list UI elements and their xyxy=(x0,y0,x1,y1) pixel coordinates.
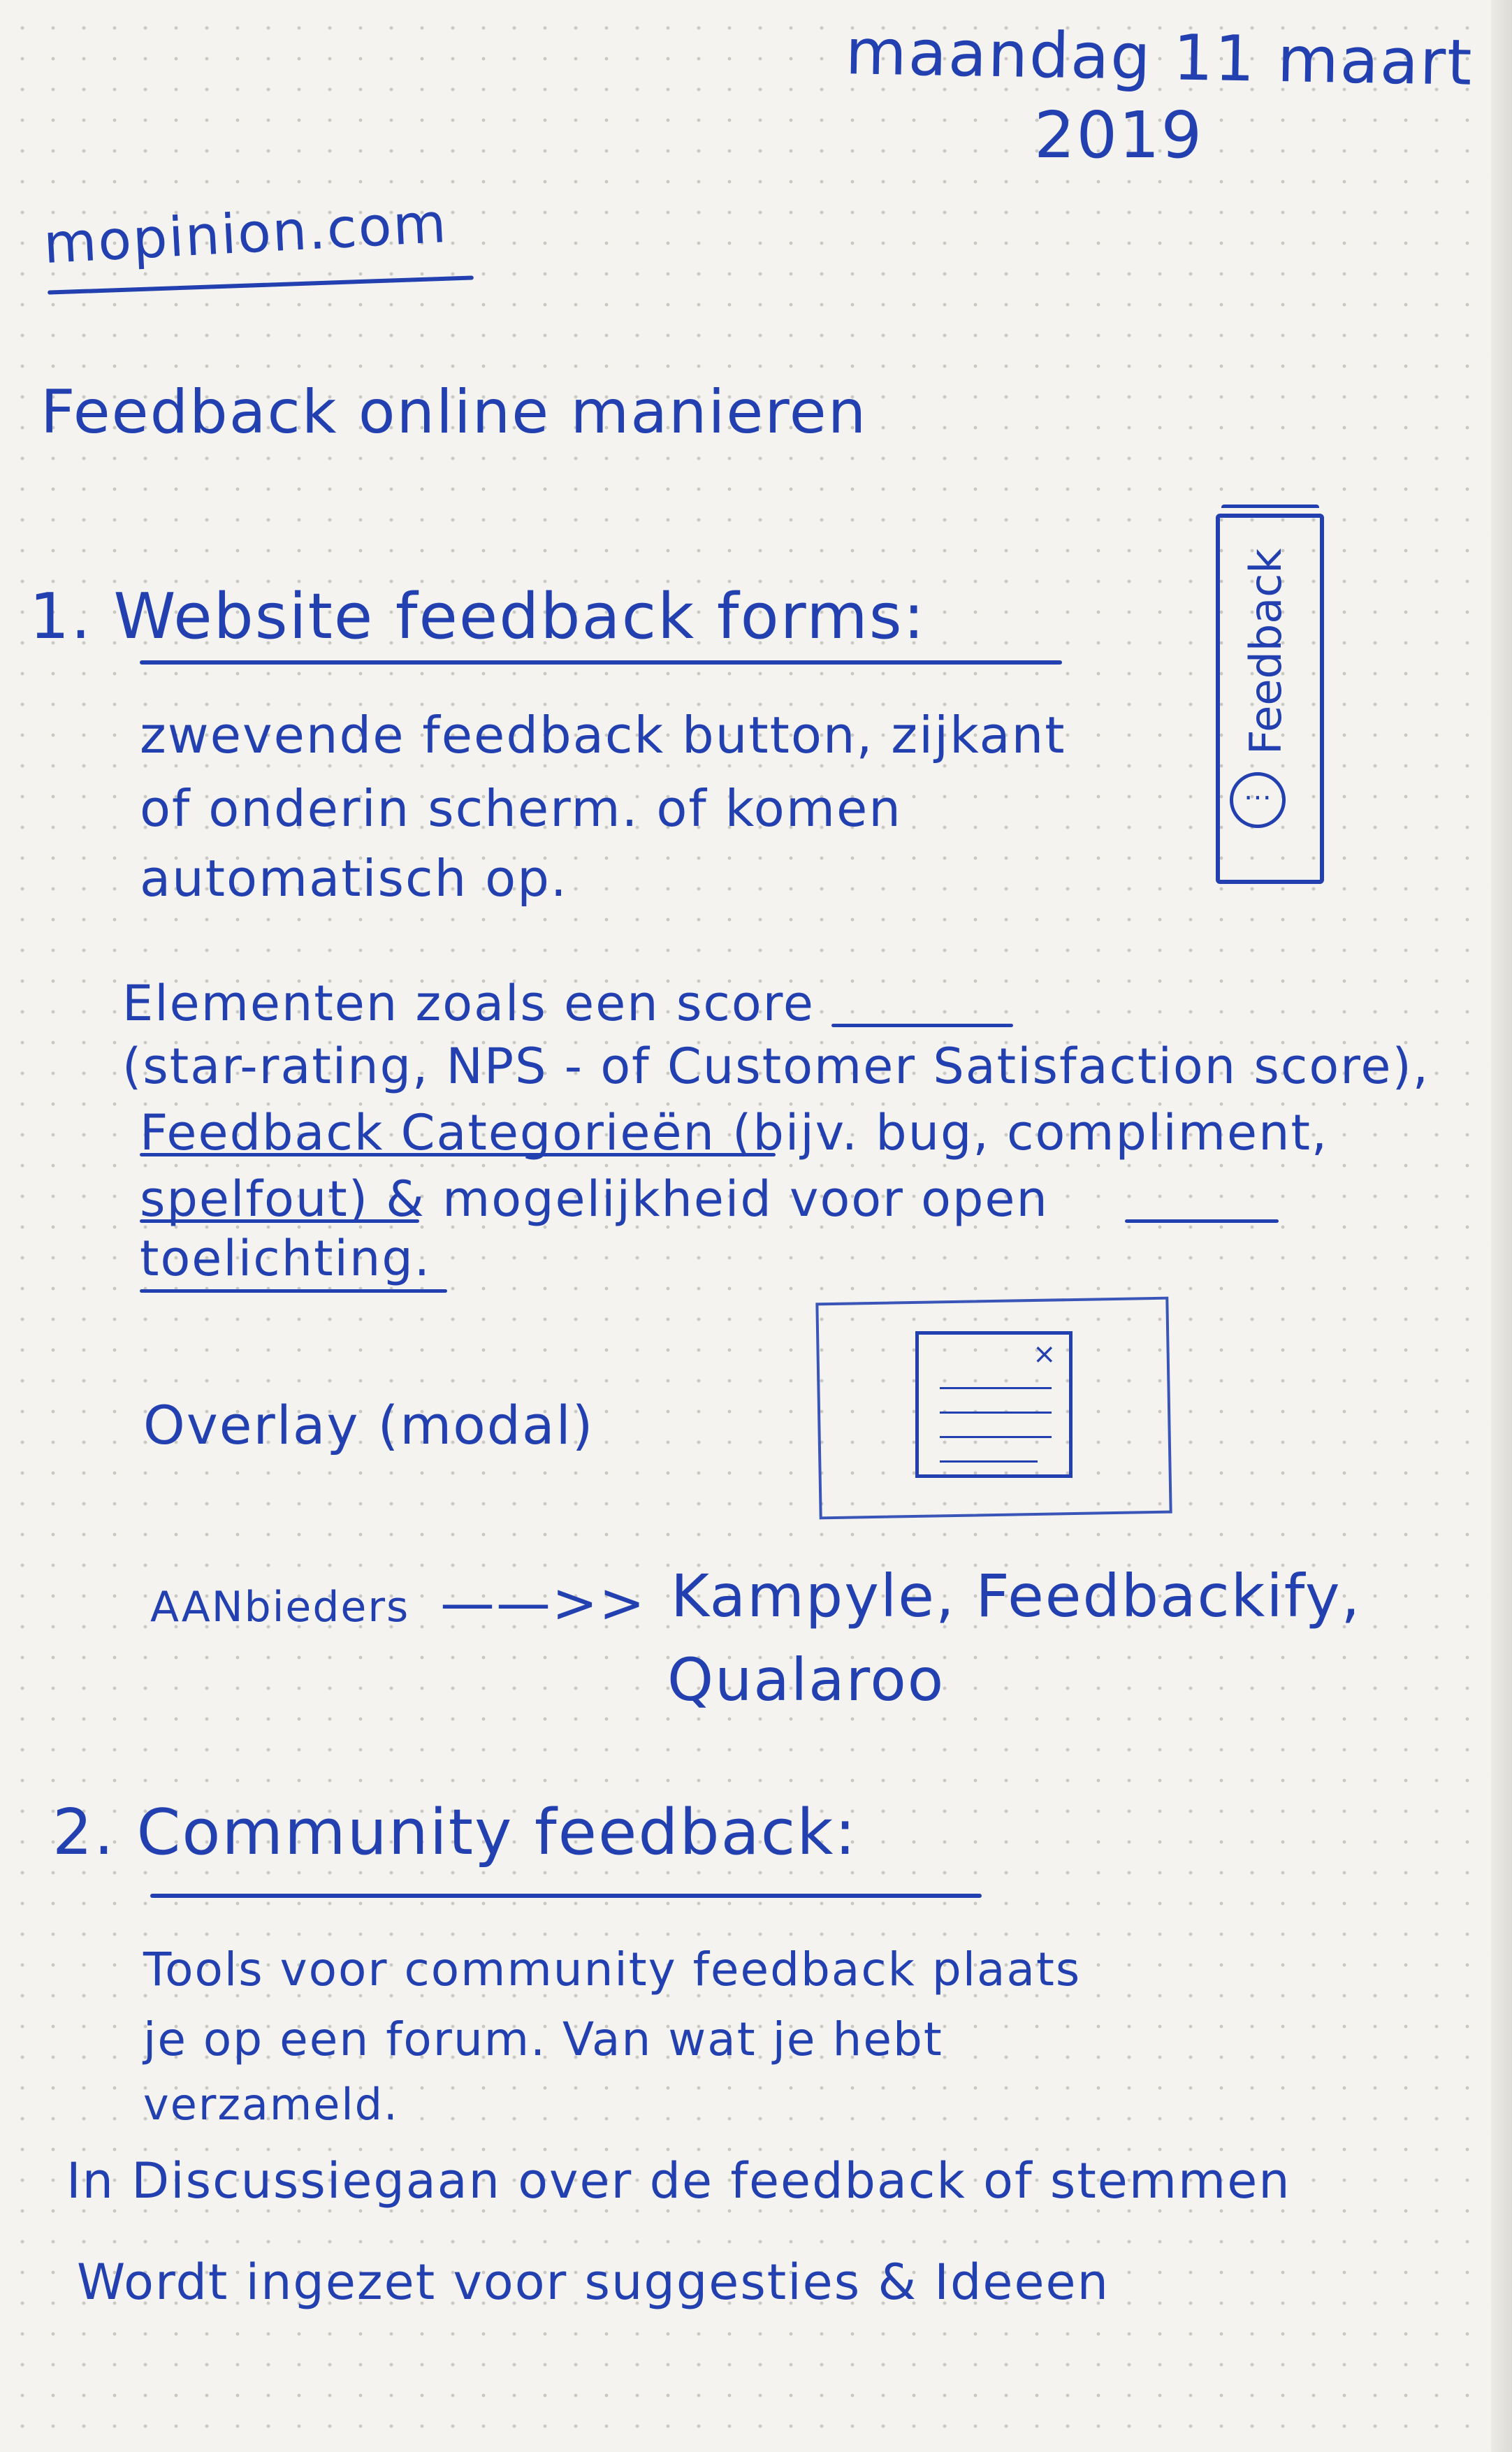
section-2-underline xyxy=(150,1894,982,1898)
modal-sketch-line xyxy=(940,1412,1052,1414)
date-line-1: maandag 11 maart xyxy=(845,15,1474,100)
section-2-text-line-1: Tools voor community feedback plaats xyxy=(143,1943,1082,1996)
section-2-text-line-2: je op een forum. Van wat je hebt xyxy=(143,2012,943,2066)
page-edge-shadow xyxy=(1491,0,1512,2452)
section-1-underline xyxy=(140,660,1062,665)
arrow-right-icon: ——>> xyxy=(440,1572,646,1635)
feedback-tab-sketch xyxy=(1216,514,1324,884)
overlay-label: Overlay (modal) xyxy=(143,1394,595,1456)
section-1-elements-line-4: spelfout) & mogelijkheid voor open xyxy=(140,1170,1049,1228)
speech-bubble-icon: ⋯ xyxy=(1230,772,1286,828)
section-2-text-line-3: verzameld. xyxy=(143,2079,399,2130)
categories-underline xyxy=(140,1153,776,1156)
feedback-tab-sketch-label: Feedback xyxy=(1240,548,1291,755)
feedback-tab-sketch-top xyxy=(1221,505,1319,521)
modal-sketch-dialog xyxy=(915,1331,1073,1478)
section-1-elements-line-1: Elementen zoals een score xyxy=(122,975,815,1032)
providers-list-line-1: Kampyle, Feedbackify, xyxy=(671,1562,1362,1630)
section-2-extra-line-1: In Discussiegaan over de feedback of ste… xyxy=(66,2152,1291,2210)
open-underline xyxy=(1125,1219,1279,1223)
section-1-elements-line-3: Feedback Categorieën (bijv. bug, complim… xyxy=(140,1104,1329,1161)
page-title: Feedback online manieren xyxy=(41,377,868,447)
section-1-elements-line-5: toelichting. xyxy=(140,1230,432,1287)
site-underline xyxy=(48,275,474,295)
providers-label: AANbieders xyxy=(150,1583,410,1632)
site-name: mopinion.com xyxy=(42,191,449,277)
section-2-extra-line-2: Wordt ingezet voor suggesties & Ideeen xyxy=(77,2254,1110,2311)
section-1-elements-line-2: (star-rating, NPS - of Customer Satisfac… xyxy=(122,1038,1430,1095)
providers-list-line-2: Qualaroo xyxy=(667,1646,945,1714)
section-1-text-line-1: zwevende feedback button, zijkant xyxy=(140,706,1066,764)
section-1-text-line-3: automatisch op. xyxy=(140,849,568,908)
score-underline xyxy=(831,1024,1013,1027)
section-2-heading: 2. Community feedback: xyxy=(52,1796,857,1869)
section-1-text-line-2: of onderin scherm. of komen xyxy=(140,779,902,838)
toelichting-underline xyxy=(140,1289,447,1293)
date-line-2: 2019 xyxy=(1034,98,1204,173)
modal-sketch-line xyxy=(940,1436,1052,1438)
modal-sketch-line xyxy=(940,1387,1052,1389)
spelfout-underline xyxy=(140,1219,419,1223)
close-icon: × xyxy=(1033,1338,1056,1370)
section-1-heading: 1. Website feedback forms: xyxy=(29,580,926,653)
modal-sketch-line xyxy=(940,1460,1038,1463)
